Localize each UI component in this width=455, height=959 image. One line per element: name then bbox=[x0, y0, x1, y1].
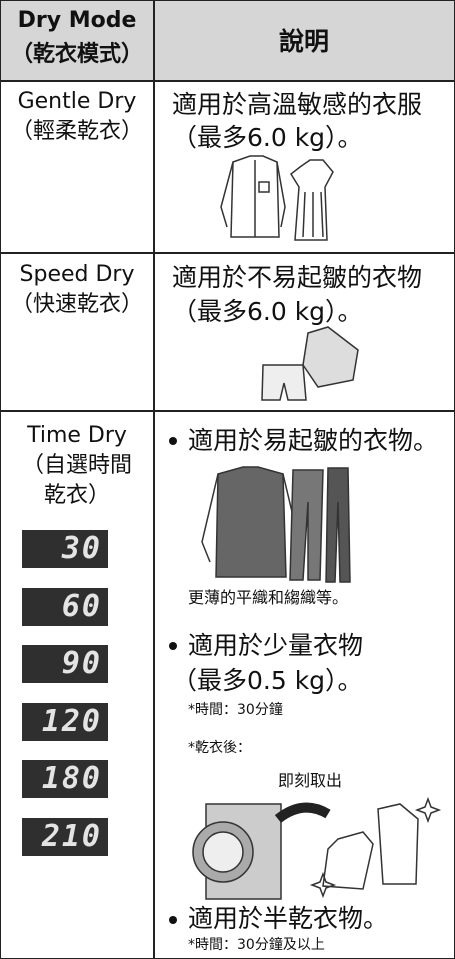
row-divider bbox=[0, 252, 455, 254]
bullet bbox=[169, 437, 177, 445]
time-display: 60 bbox=[22, 587, 108, 626]
item-note: *時間：30分鐘 bbox=[188, 702, 283, 718]
clothes-illustration bbox=[201, 466, 351, 583]
item-note: *乾衣後： bbox=[188, 740, 251, 756]
mode-name: （自選時間 bbox=[21, 453, 133, 478]
header-bg bbox=[0, 0, 455, 80]
description: 適用於不易起皺的衣物 bbox=[172, 263, 423, 292]
washer-illustration bbox=[192, 796, 442, 900]
mode-name: Speed Dry bbox=[19, 262, 135, 287]
mode-name: Gentle Dry bbox=[17, 89, 137, 114]
column-divider bbox=[153, 0, 155, 959]
description: 適用於高溫敏感的衣服 bbox=[172, 90, 423, 119]
row-divider bbox=[0, 410, 455, 412]
header-mode: Dry Mode bbox=[17, 8, 137, 33]
item-text: 適用於易起皺的衣物。 bbox=[188, 426, 439, 455]
item-note: *時間：30分鐘及以上 bbox=[188, 937, 325, 953]
bullet bbox=[169, 642, 177, 650]
time-display: 180 bbox=[22, 760, 108, 798]
item-note: 更薄的平織和縐織等。 bbox=[188, 588, 349, 607]
item-text: 適用於半乾衣物。 bbox=[188, 904, 389, 933]
row-divider bbox=[0, 80, 455, 82]
header-description: 說明 bbox=[278, 27, 330, 56]
time-display: 30 bbox=[22, 530, 108, 568]
mode-name: （輕柔乾衣） bbox=[10, 119, 144, 144]
clothes-illustration bbox=[261, 326, 359, 401]
time-display: 120 bbox=[22, 702, 108, 741]
description: （最多6.0 kg）。 bbox=[172, 297, 363, 326]
mode-name: （快速乾衣） bbox=[10, 292, 144, 317]
bullet bbox=[169, 916, 177, 924]
mode-name: 乾衣） bbox=[43, 483, 111, 508]
item-text: （最多0.5 kg）。 bbox=[172, 666, 363, 695]
clothes-illustration bbox=[220, 155, 334, 241]
time-display: 210 bbox=[22, 817, 108, 856]
header-mode: （乾衣模式） bbox=[10, 42, 144, 67]
mode-name: Time Dry bbox=[27, 423, 127, 448]
caption: 即刻取出 bbox=[278, 771, 343, 790]
item-text: 適用於少量衣物 bbox=[188, 631, 364, 660]
description: （最多6.0 kg）。 bbox=[172, 123, 363, 152]
time-display: 90 bbox=[22, 645, 108, 683]
